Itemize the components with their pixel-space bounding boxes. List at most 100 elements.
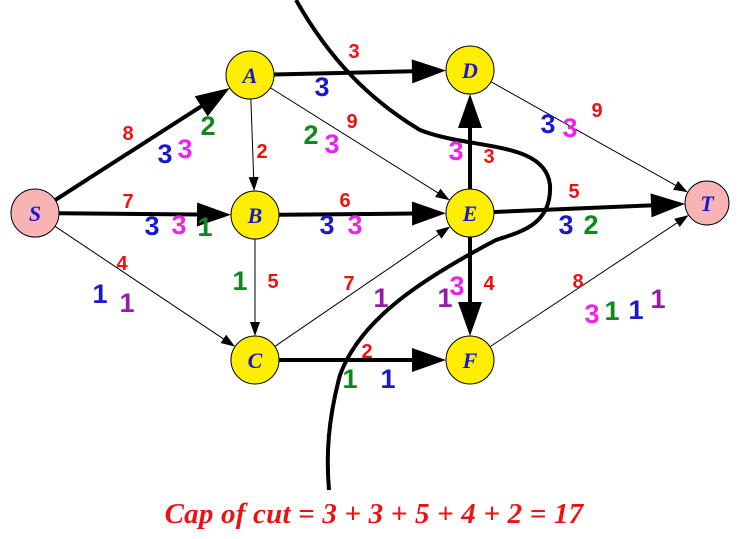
- arrowhead-B-C: [250, 322, 260, 336]
- arrowhead-C-E: [435, 226, 451, 239]
- flow-label-S-B-1: 3: [171, 210, 186, 240]
- flow-label-F-T-0: 3: [584, 299, 599, 329]
- node-circle-A: [225, 50, 275, 100]
- arrowhead-F-T: [674, 215, 689, 228]
- flow-label-C-E-0: 1: [373, 283, 388, 313]
- capacity-label-E-F: 4: [483, 273, 495, 295]
- node-A: A: [225, 50, 275, 100]
- flow-label-D-T-0: 3: [540, 109, 555, 139]
- edge-S-C: [54, 225, 236, 347]
- arrowhead-E-D: [458, 94, 482, 128]
- edge-E-T: [493, 193, 686, 218]
- node-D: D: [445, 45, 495, 95]
- node-label-T: T: [700, 191, 715, 216]
- flow-label-S-B-2: 1: [197, 212, 212, 242]
- arrowhead-S-A: [194, 87, 230, 117]
- flow-label-S-C-1: 1: [119, 288, 134, 318]
- edge-line-F-T: [489, 221, 679, 348]
- edge-D-T: [490, 81, 688, 193]
- edges-layer: [54, 59, 689, 372]
- flow-label-F-T-1: 1: [604, 296, 619, 326]
- arrowhead-S-B: [196, 202, 232, 227]
- edge-line-E-T: [493, 203, 653, 214]
- flow-label-E-F-1: 3: [449, 271, 464, 301]
- capacity-label-A-B: 2: [256, 141, 267, 163]
- capacity-label-D-T: 9: [591, 100, 602, 122]
- node-S: S: [10, 188, 60, 238]
- capacity-label-B-C: 5: [267, 271, 278, 293]
- flow-label-F-T-2: 1: [628, 295, 643, 325]
- flow-label-C-F-1: 1: [380, 364, 395, 394]
- flow-label-E-T-0: 3: [558, 210, 573, 240]
- capacity-label-E-T: 5: [568, 181, 579, 203]
- node-T: T: [684, 180, 730, 226]
- flow-label-B-C-0: 1: [232, 266, 247, 296]
- edge-B-E: [278, 201, 447, 226]
- flow-label-E-D-0: 3: [448, 136, 463, 166]
- edge-line-C-E: [274, 233, 440, 347]
- node-circle-E: [445, 188, 495, 238]
- arrowhead-S-C: [220, 334, 236, 347]
- edge-S-A: [54, 87, 230, 202]
- capacity-label-S-A: 8: [122, 123, 133, 145]
- flow-label-C-F-0: 1: [342, 364, 357, 394]
- node-label-D: D: [461, 58, 478, 83]
- flow-label-E-T-1: 2: [583, 210, 598, 240]
- edge-line-A-B: [250, 98, 255, 179]
- arrowhead-B-E: [411, 201, 447, 226]
- node-label-B: B: [247, 203, 263, 228]
- node-C: C: [230, 335, 280, 385]
- arrowhead-C-F: [412, 348, 446, 372]
- node-label-F: F: [462, 348, 478, 373]
- edge-C-E: [274, 226, 451, 347]
- edge-B-C: [250, 239, 260, 336]
- flow-label-E-F-0: 1: [437, 283, 452, 313]
- flow-label-B-E-0: 3: [319, 210, 334, 240]
- cut-capacity-caption: Cap of cut = 3 + 3 + 5 + 4 + 2 = 17: [164, 498, 584, 530]
- edge-line-S-B: [58, 211, 199, 217]
- edge-line-S-C: [54, 225, 225, 340]
- flow-label-S-A-0: 3: [157, 139, 172, 169]
- node-circle-F: [445, 335, 495, 385]
- edge-E-D: [458, 94, 482, 189]
- capacity-label-C-E: 7: [343, 273, 354, 295]
- flow-label-A-E-1: 3: [324, 129, 339, 159]
- capacity-label-C-F: 2: [361, 341, 372, 363]
- flow-label-B-E-1: 3: [347, 210, 362, 240]
- edge-line-D-T: [490, 81, 677, 187]
- edge-line-A-E: [270, 87, 439, 194]
- node-B: B: [230, 190, 280, 240]
- nodes-layer: S A B C D E F T: [10, 45, 730, 385]
- capacity-label-E-D: 3: [483, 146, 494, 168]
- arrowhead-A-B: [248, 176, 259, 192]
- edge-S-B: [58, 202, 232, 227]
- edge-A-B: [248, 98, 259, 192]
- node-F: F: [445, 335, 495, 385]
- flow-label-A-D-0: 3: [314, 72, 329, 102]
- flow-label-D-T-1: 3: [562, 113, 577, 143]
- node-label-E: E: [462, 201, 478, 226]
- node-circle-S: [10, 188, 60, 238]
- flow-label-S-B-0: 3: [144, 211, 159, 241]
- node-circle-D: [445, 45, 495, 95]
- flow-label-F-T-3: 1: [650, 284, 665, 314]
- flow-label-A-E-0: 2: [303, 120, 318, 150]
- edge-line-S-A: [54, 104, 204, 202]
- capacity-label-A-E: 9: [346, 111, 357, 133]
- capacity-label-F-T: 8: [572, 271, 583, 293]
- flow-label-S-C-0: 1: [92, 279, 107, 309]
- flow-label-S-A-1: 3: [177, 134, 192, 164]
- node-circle-T: [684, 180, 730, 226]
- arrowhead-E-F: [458, 302, 482, 336]
- node-circle-B: [230, 190, 280, 240]
- flow-label-S-A-2: 2: [200, 111, 215, 141]
- capacity-label-B-E: 6: [339, 190, 350, 212]
- node-E: E: [445, 188, 495, 238]
- edge-A-D: [273, 59, 447, 84]
- node-label-S: S: [29, 201, 41, 226]
- node-circle-C: [230, 335, 280, 385]
- edge-line-A-D: [273, 69, 414, 77]
- edge-A-E: [270, 87, 450, 201]
- node-label-C: C: [248, 348, 263, 373]
